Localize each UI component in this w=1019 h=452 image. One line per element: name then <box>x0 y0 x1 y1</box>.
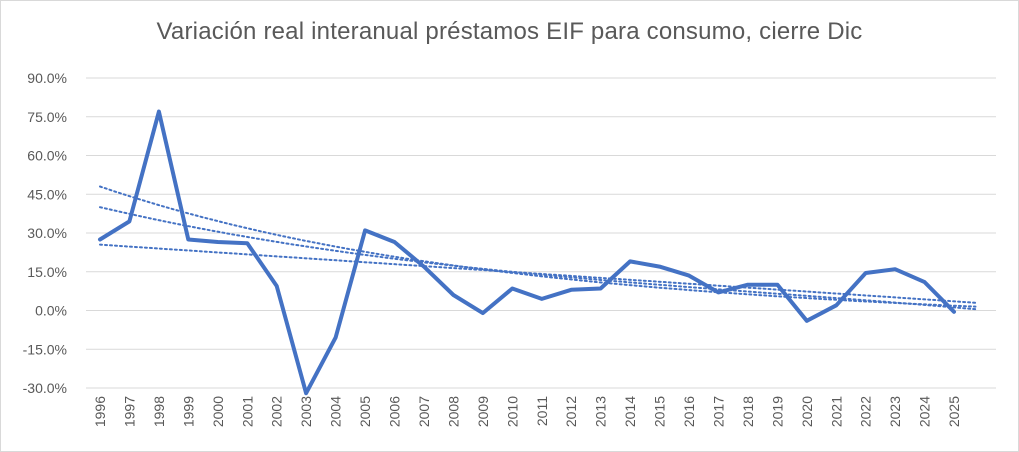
x-tick-label: 2019 <box>769 396 785 427</box>
series-lines <box>98 109 956 396</box>
x-tick-label: 2022 <box>858 396 874 427</box>
trendline-polynomial <box>99 206 977 311</box>
x-tick-label: 2010 <box>504 396 520 427</box>
x-tick-label: 2007 <box>416 396 432 427</box>
x-tick-label: 1996 <box>92 396 108 427</box>
y-tick-label: 30.0% <box>27 225 67 241</box>
x-tick-label: 2002 <box>269 396 285 427</box>
trendlines <box>99 185 977 311</box>
y-tick-label: 45.0% <box>27 186 67 202</box>
x-tick-label: 2014 <box>622 396 638 427</box>
y-tick-label: -30.0% <box>23 380 67 396</box>
x-tick-label: 2024 <box>917 396 933 427</box>
x-tick-label: 1997 <box>121 396 137 427</box>
x-axis-ticks: 1996 1997 1998 1999 2000 2001 2002 2003 2004 2005… <box>92 396 962 427</box>
x-tick-label: 1998 <box>151 396 167 427</box>
x-tick-label: 2021 <box>828 396 844 427</box>
x-tick-label: 2020 <box>799 396 815 427</box>
y-tick-label: 60.0% <box>27 148 67 164</box>
y-tick-label: 0.0% <box>35 303 67 319</box>
y-tick-label: 75.0% <box>27 109 67 125</box>
x-tick-label: 2009 <box>475 396 491 427</box>
chart-title: Variación real interanual préstamos EIF … <box>156 18 863 45</box>
x-tick-label: 2008 <box>445 396 461 427</box>
y-tick-label: -15.0% <box>23 341 67 357</box>
x-tick-label: 2018 <box>740 396 756 427</box>
x-tick-label: 2017 <box>710 396 726 427</box>
x-tick-label: 2005 <box>357 396 373 427</box>
x-tick-label: 2012 <box>563 396 579 427</box>
gridlines <box>86 77 996 389</box>
y-tick-label: 15.0% <box>27 264 67 280</box>
x-tick-label: 2001 <box>239 396 255 427</box>
series-line <box>98 109 956 396</box>
x-tick-label: 2013 <box>593 396 609 427</box>
y-tick-label: 90.0% <box>27 70 67 86</box>
x-tick-label: 2011 <box>534 396 550 426</box>
x-tick-label: 2003 <box>298 396 314 427</box>
trendline-exponential-decay <box>99 185 977 308</box>
y-axis-ticks: 90.0% 75.0% 60.0% 45.0% 30.0% 15.0% 0.0% -15.0%… <box>23 70 67 396</box>
x-tick-label: 2000 <box>210 396 226 427</box>
x-tick-label: 2004 <box>328 396 344 427</box>
x-tick-label: 2023 <box>887 396 903 427</box>
x-tick-label: 2016 <box>681 396 697 427</box>
x-tick-label: 2015 <box>652 396 668 427</box>
trendline-linear <box>99 243 977 304</box>
x-tick-label: 2025 <box>946 396 962 427</box>
x-tick-label: 2006 <box>387 396 403 427</box>
x-tick-label: 1999 <box>180 396 196 427</box>
